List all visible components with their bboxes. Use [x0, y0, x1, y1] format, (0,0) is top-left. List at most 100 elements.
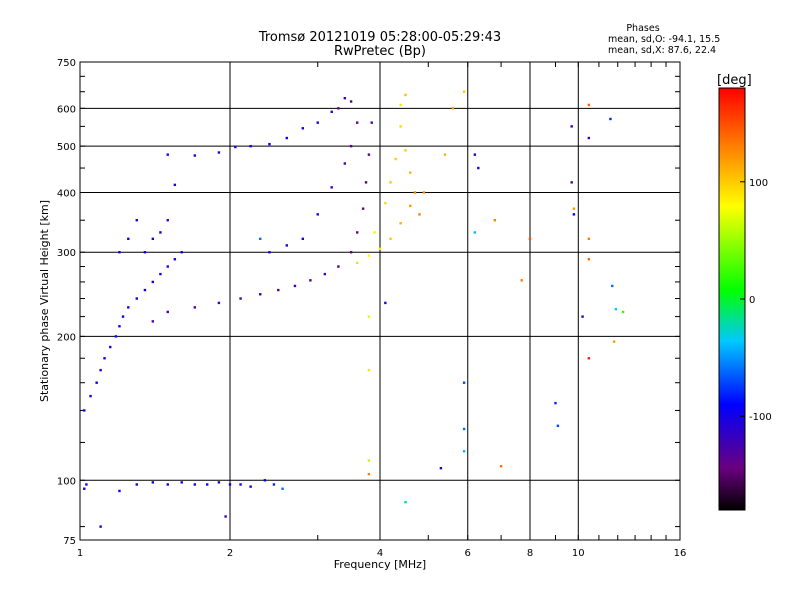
- data-point: [367, 472, 371, 476]
- x-tick-label: 8: [527, 548, 533, 559]
- phases-line-x: mean, sd,X: 87.6, 22.4: [608, 45, 716, 56]
- data-point: [85, 483, 88, 486]
- data-point: [389, 237, 392, 241]
- data-point: [443, 153, 447, 156]
- colorbar-ticks: 100 0 -100: [740, 178, 772, 423]
- data-point: [612, 340, 616, 343]
- colorbar-tick-label: 0: [749, 295, 755, 306]
- y-tick-label: 100: [57, 476, 76, 487]
- data-point: [570, 125, 573, 128]
- data-point: [439, 466, 443, 470]
- data-point: [413, 191, 417, 194]
- data-point: [95, 381, 98, 384]
- data-point: [166, 265, 169, 268]
- data-point: [572, 207, 576, 210]
- data-point: [399, 125, 402, 128]
- x-tick-label: 10: [572, 548, 585, 559]
- data-point: [316, 213, 319, 216]
- data-point: [473, 153, 477, 156]
- data-point: [217, 481, 221, 484]
- data-point: [272, 483, 276, 486]
- data-point: [118, 489, 121, 493]
- data-point: [587, 258, 591, 261]
- data-point: [614, 307, 618, 311]
- data-point: [103, 357, 106, 360]
- data-point: [228, 483, 232, 486]
- x-tick-label: 2: [227, 548, 233, 559]
- data-point: [114, 335, 118, 338]
- data-point: [293, 284, 297, 288]
- data-point: [330, 186, 333, 189]
- axis-ticks: [79, 61, 681, 540]
- data-point: [378, 247, 382, 250]
- data-point: [404, 500, 407, 504]
- data-point: [118, 251, 121, 254]
- y-tick-label: 600: [57, 104, 76, 115]
- data-point: [239, 297, 242, 300]
- data-point: [268, 142, 271, 146]
- data-point: [121, 315, 125, 318]
- data-point: [135, 219, 138, 222]
- data-point: [355, 261, 359, 265]
- phases-line-o: mean, sd,O: -94.1, 15.5: [608, 34, 720, 45]
- chart-title: Tromsø 20121019 05:28:00-05:29:43: [258, 30, 501, 45]
- data-point: [409, 204, 412, 208]
- data-point: [135, 297, 138, 300]
- data-point: [493, 219, 497, 222]
- x-tick-label: 6: [465, 548, 471, 559]
- data-point: [556, 424, 560, 428]
- data-point: [462, 90, 466, 93]
- data-point: [166, 483, 169, 486]
- data-point: [143, 288, 147, 292]
- data-point: [499, 465, 503, 468]
- data-point: [118, 325, 121, 328]
- data-point: [570, 181, 573, 184]
- data-point: [99, 525, 102, 528]
- data-point: [234, 145, 237, 149]
- data-point: [127, 306, 130, 309]
- x-tick-labels: 1 2 4 6 8 10 16: [77, 548, 687, 559]
- grid-lines: [80, 62, 680, 540]
- data-point: [367, 153, 371, 156]
- data-point: [355, 121, 359, 124]
- data-point: [166, 219, 169, 222]
- data-point: [166, 310, 169, 314]
- data-point: [249, 144, 252, 148]
- data-point: [193, 306, 197, 309]
- data-point: [473, 231, 477, 234]
- data-points: [83, 90, 625, 528]
- y-tick-label: 750: [57, 58, 76, 69]
- data-point: [361, 207, 365, 210]
- data-point: [83, 409, 86, 412]
- y-tick-label: 200: [57, 332, 76, 343]
- data-point: [367, 368, 371, 372]
- data-point: [316, 121, 319, 124]
- data-point: [554, 401, 557, 405]
- data-point: [180, 481, 183, 484]
- data-point: [477, 166, 480, 170]
- data-point: [159, 231, 162, 234]
- data-point: [399, 222, 402, 225]
- data-point: [587, 136, 591, 140]
- data-point: [367, 315, 371, 318]
- y-tick-label: 500: [57, 142, 76, 153]
- data-point: [404, 93, 407, 97]
- data-point: [301, 127, 305, 130]
- data-point: [370, 121, 373, 124]
- data-point: [451, 107, 455, 110]
- data-point: [259, 293, 262, 296]
- data-point: [389, 181, 392, 184]
- data-point: [151, 481, 155, 484]
- data-point: [166, 153, 169, 156]
- data-point: [193, 154, 197, 157]
- data-point: [587, 357, 591, 360]
- data-point: [404, 149, 407, 152]
- data-point: [337, 265, 340, 268]
- data-point: [99, 368, 102, 372]
- data-point: [422, 191, 426, 194]
- data-point: [259, 237, 262, 241]
- chart-subtitle: RwPretec (Bp): [334, 44, 426, 59]
- data-point: [127, 237, 130, 241]
- x-tick-label: 16: [674, 548, 687, 559]
- x-tick-label: 1: [77, 548, 83, 559]
